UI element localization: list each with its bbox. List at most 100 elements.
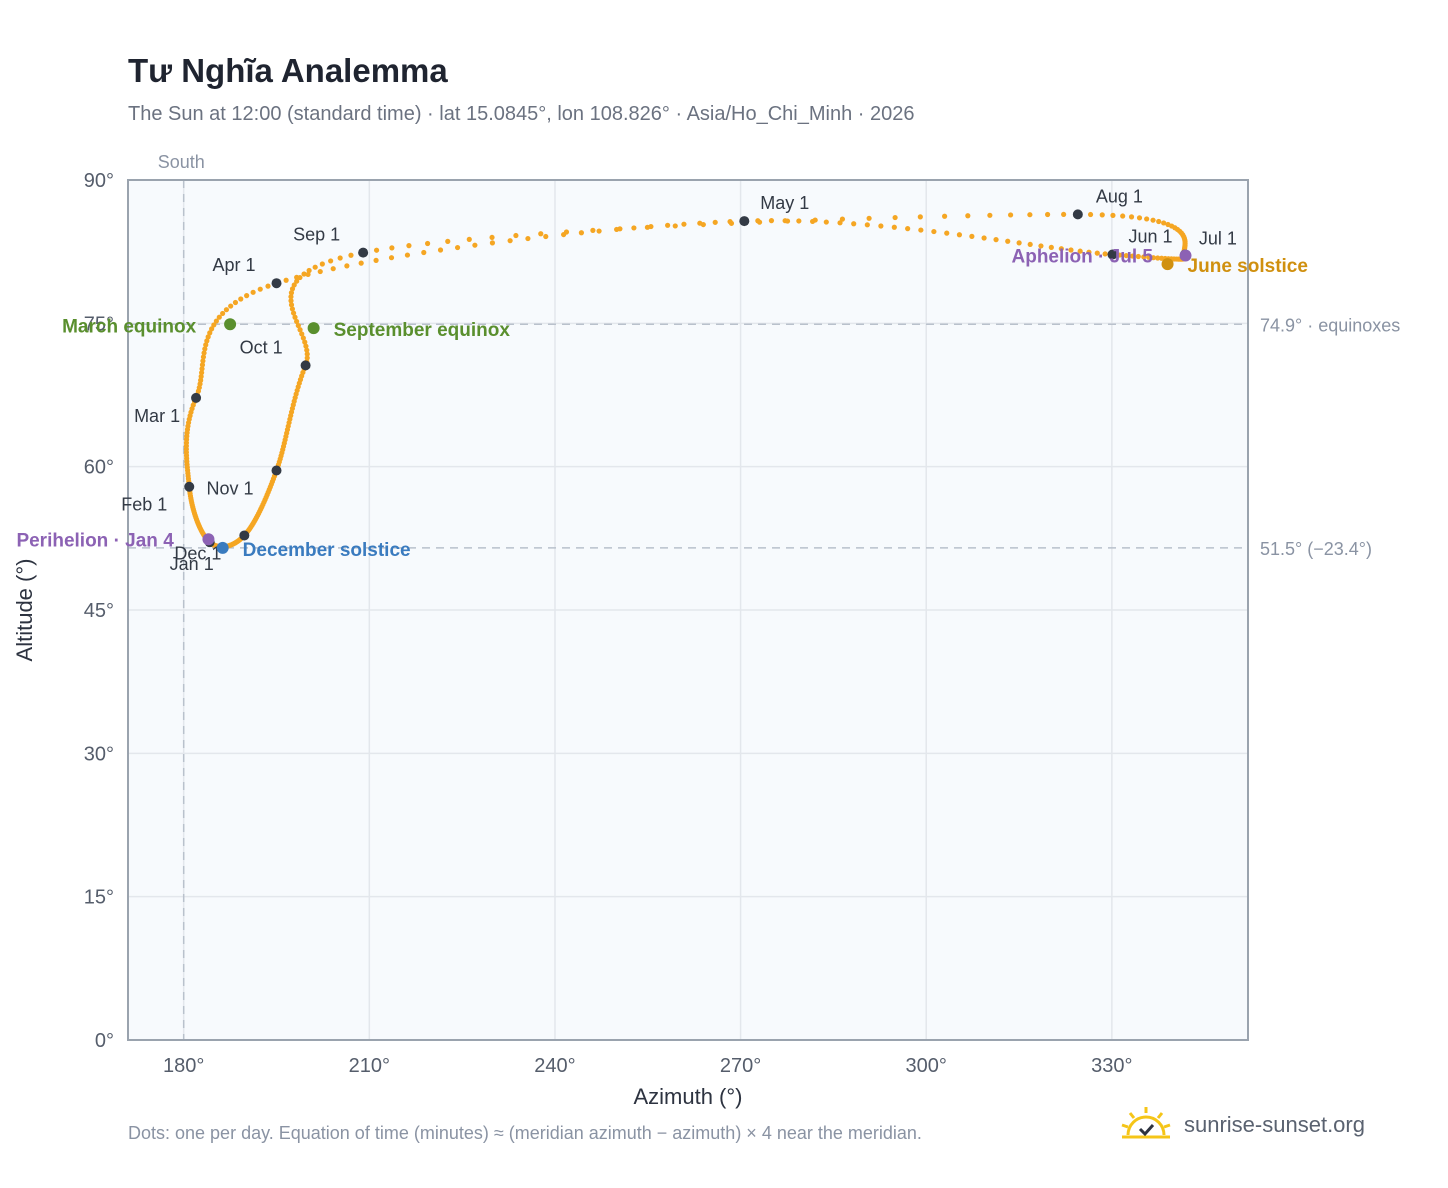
analemma-day-dot	[207, 330, 213, 336]
analemma-day-dot	[969, 233, 975, 239]
y-tick-label: 45°	[84, 600, 114, 622]
analemma-day-dot	[1110, 212, 1116, 218]
analemma-day-dot	[199, 362, 206, 368]
analemma-day-dot	[1102, 251, 1108, 257]
analemma-day-dot	[1123, 252, 1129, 259]
analemma-day-dot	[232, 299, 239, 306]
analemma-day-dot	[1038, 243, 1044, 249]
analemma-day-dot	[796, 218, 802, 224]
analemma-day-dot	[837, 220, 843, 226]
analemma-day-dot	[373, 247, 380, 253]
analemma-day-dot	[304, 351, 310, 357]
analemma-day-dot	[319, 261, 325, 267]
month-marker	[358, 247, 369, 258]
analemma-day-dot	[1027, 241, 1033, 248]
month-marker-label: May 1	[760, 193, 809, 213]
sun-check-icon	[1121, 1107, 1171, 1139]
analemma-day-dot	[297, 274, 303, 281]
analemma-day-dot	[257, 286, 263, 292]
month-marker-label: Mar 1	[134, 406, 180, 426]
analemma-day-dot	[216, 314, 222, 320]
y-tick-label: 75°	[84, 313, 114, 335]
analemma-day-dot	[617, 226, 623, 232]
analemma-day-dot	[288, 302, 295, 308]
analemma-day-dot	[198, 373, 204, 380]
footnote: Dots: one per day. Equation of time (min…	[128, 1123, 922, 1143]
analemma-day-dot	[866, 215, 872, 221]
x-tick-label: 300°	[906, 1055, 947, 1077]
analemma-day-dot	[265, 283, 271, 289]
analemma-day-dot	[489, 240, 496, 246]
analemma-day-dot	[665, 222, 671, 228]
event-label: Perihelion · Jan 4	[16, 530, 174, 551]
brand-logo[interactable]: sunrise-sunset.org	[1120, 1100, 1365, 1150]
x-tick-label: 330°	[1091, 1055, 1132, 1077]
analemma-day-dot	[317, 268, 323, 275]
y-tick-label: 15°	[84, 887, 114, 909]
analemma-day-dot	[1048, 244, 1054, 250]
chart-title: Tư Nghĩa Analemma	[128, 52, 448, 89]
analemma-day-dot	[1044, 211, 1051, 218]
analemma-day-dot	[756, 219, 763, 225]
analemma-day-dot	[289, 286, 296, 292]
analemma-day-dot	[204, 338, 210, 344]
month-marker	[1072, 209, 1083, 220]
analemma-day-dot	[425, 240, 431, 247]
analemma-day-dot	[1129, 253, 1136, 259]
analemma-day-dot	[700, 221, 706, 228]
analemma-day-dot	[578, 230, 585, 236]
analemma-day-dot	[294, 278, 300, 284]
analemma-day-dot	[590, 227, 596, 233]
analemma-day-dot	[1146, 254, 1152, 260]
analemma-day-dot	[220, 310, 226, 317]
analemma-day-dot	[337, 255, 343, 261]
analemma-day-dot	[1156, 218, 1162, 225]
y-tick-label: 0°	[95, 1030, 114, 1052]
analemma-day-dot	[472, 242, 478, 248]
event-label: September equinox	[334, 320, 511, 341]
analemma-day-dot	[931, 228, 937, 235]
analemma-day-dot	[987, 212, 993, 218]
analemma-day-dot	[292, 314, 298, 320]
analemma-day-dot	[305, 271, 311, 278]
month-marker-label: Aug 1	[1096, 186, 1143, 206]
analemma-day-dot	[1086, 249, 1092, 255]
analemma-day-dot	[839, 216, 846, 222]
x-tick-label: 270°	[720, 1055, 761, 1077]
analemma-day-dot	[288, 294, 294, 300]
analemma-day-dot	[404, 252, 411, 258]
analemma-day-dot	[328, 258, 334, 264]
month-marker-label: Sep 1	[293, 225, 340, 245]
analemma-day-dot	[223, 307, 230, 313]
month-marker-label: Apr 1	[213, 255, 256, 275]
analemma-day-dot	[712, 219, 718, 225]
event-marker	[202, 533, 215, 546]
analemma-day-dot	[283, 277, 289, 283]
analemma-day-dot	[525, 235, 531, 242]
analemma-day-dot	[201, 350, 207, 356]
analemma-day-dot	[1165, 221, 1171, 228]
analemma-day-dot	[812, 217, 818, 223]
analemma-day-dot	[1150, 217, 1156, 223]
analemma-day-dot	[965, 213, 971, 219]
analemma-day-dot	[288, 298, 294, 304]
analemma-day-dot	[299, 331, 305, 337]
analemma-day-dot	[563, 229, 570, 235]
meridian-label: South	[158, 152, 205, 172]
analemma-day-dot	[203, 342, 209, 348]
analemma-day-dot	[768, 218, 775, 224]
y-tick-label: 90°	[84, 170, 114, 192]
month-marker-label: Oct 1	[240, 337, 283, 357]
x-tick-label: 210°	[349, 1055, 390, 1077]
y-tick-label: 60°	[84, 457, 114, 479]
analemma-day-dot	[388, 255, 395, 261]
month-marker	[1107, 249, 1118, 260]
analemma-day-dot	[784, 218, 791, 224]
analemma-day-dot	[489, 234, 495, 241]
analemma-day-dot	[507, 238, 513, 244]
analemma-day-dot	[202, 346, 208, 352]
analemma-day-dot	[1120, 213, 1126, 219]
event-label: June solstice	[1188, 256, 1308, 277]
analemma-day-dot	[891, 224, 897, 230]
